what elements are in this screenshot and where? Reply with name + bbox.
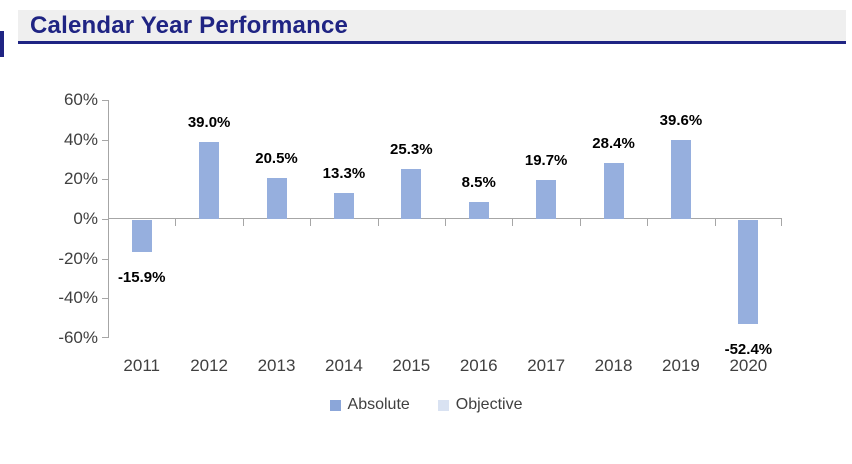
bar-column-2017: 19.7% bbox=[512, 100, 579, 338]
y-axis-tick bbox=[102, 179, 108, 180]
x-axis-label-2020: 2020 bbox=[729, 356, 768, 375]
bar-column-2016: 8.5% bbox=[445, 100, 512, 338]
y-axis-tick-label: 60% bbox=[63, 90, 98, 109]
bar-value-label: 8.5% bbox=[461, 174, 496, 191]
x-axis-label-2014: 2014 bbox=[325, 356, 363, 375]
y-axis-tick bbox=[102, 219, 108, 220]
x-axis-tick bbox=[310, 219, 311, 226]
chart-legend: Absolute Objective bbox=[0, 396, 852, 414]
bar-absolute-2020 bbox=[738, 220, 759, 324]
x-axis-tick bbox=[715, 219, 716, 226]
legend-item-objective: Objective bbox=[437, 396, 523, 414]
legend-item-absolute: Absolute bbox=[329, 396, 410, 414]
y-axis-tick-label: 40% bbox=[63, 130, 98, 149]
bar-absolute-2011 bbox=[131, 220, 152, 252]
bar-value-label: -52.4% bbox=[724, 341, 773, 358]
y-axis-tick-label: 0% bbox=[73, 209, 98, 228]
y-axis-tick bbox=[102, 337, 108, 338]
y-axis-tick-label: -20% bbox=[58, 249, 98, 268]
page-edge-mark bbox=[0, 31, 4, 57]
page-title: Calendar Year Performance bbox=[30, 11, 349, 39]
x-axis-tick bbox=[175, 219, 176, 226]
bar-value-label: 39.0% bbox=[187, 114, 231, 131]
bar-absolute-2016 bbox=[468, 202, 489, 219]
x-axis-tick bbox=[445, 219, 446, 226]
bar-absolute-2015 bbox=[401, 169, 422, 219]
bar-columns: -15.9% 39.0% 20.5% 13.3% 25.3% 8.5% 19.7% 28.4%… bbox=[108, 100, 782, 358]
bar-column-2011: -15.9% bbox=[108, 100, 175, 338]
x-axis-label-2017: 2017 bbox=[527, 356, 566, 375]
y-axis-tick bbox=[102, 100, 108, 101]
bar-value-label: 39.6% bbox=[659, 112, 703, 129]
y-axis-tick bbox=[102, 259, 108, 260]
x-axis-tick bbox=[781, 219, 782, 226]
y-axis-tick-label: -60% bbox=[58, 328, 98, 347]
bar-value-label: 25.3% bbox=[390, 141, 433, 158]
y-axis-tick bbox=[102, 140, 108, 141]
bar-value-label: 19.7% bbox=[524, 152, 568, 169]
legend-swatch-icon bbox=[329, 399, 341, 411]
x-axis-label-2011: 2011 bbox=[123, 356, 160, 375]
y-axis-tick bbox=[102, 298, 108, 299]
x-axis-zero-line bbox=[108, 218, 782, 219]
x-axis-label-2016: 2016 bbox=[459, 356, 498, 375]
x-axis-tick bbox=[243, 219, 244, 226]
x-axis-tick bbox=[512, 219, 513, 226]
legend-label: Absolute bbox=[347, 396, 410, 413]
x-axis-tick bbox=[580, 219, 581, 226]
bar-absolute-2012 bbox=[199, 142, 220, 219]
x-axis-label-2012: 2012 bbox=[190, 356, 229, 375]
x-axis-label-2013: 2013 bbox=[257, 356, 296, 375]
bar-absolute-2019 bbox=[670, 140, 691, 219]
bar-absolute-2013 bbox=[266, 178, 287, 219]
calendar-year-performance-chart: -15.9% 39.0% 20.5% 13.3% 25.3% 8.5% 19.7% 28.4%… bbox=[0, 60, 852, 464]
x-axis-label-2019: 2019 bbox=[662, 356, 700, 375]
x-axis-label-2015: 2015 bbox=[392, 356, 431, 375]
x-axis-tick bbox=[647, 219, 648, 226]
bar-column-2014: 13.3% bbox=[310, 100, 377, 338]
bar-absolute-2014 bbox=[333, 193, 354, 219]
y-axis-tick-label: 20% bbox=[63, 169, 98, 188]
bar-value-label: 13.3% bbox=[322, 165, 366, 182]
bar-value-label: 20.5% bbox=[255, 150, 298, 167]
y-axis-line bbox=[108, 100, 109, 338]
bar-absolute-2017 bbox=[536, 180, 557, 219]
bar-column-2012: 39.0% bbox=[175, 100, 242, 338]
bar-absolute-2018 bbox=[603, 163, 624, 219]
bar-column-2018: 28.4% bbox=[580, 100, 647, 338]
legend-swatch-icon bbox=[437, 399, 449, 411]
x-axis-label-2018: 2018 bbox=[594, 356, 633, 375]
y-axis-tick-label: -40% bbox=[58, 288, 98, 307]
bar-column-2019: 39.6% bbox=[647, 100, 714, 338]
plot-area: -15.9% 39.0% 20.5% 13.3% 25.3% 8.5% 19.7% 28.4%… bbox=[102, 100, 782, 358]
bar-column-2013: 20.5% bbox=[243, 100, 310, 338]
x-axis-tick bbox=[378, 219, 379, 226]
x-axis-labels: 2011 2012 2013 2014 2015 2016 2017 2018 2019 2020 bbox=[108, 356, 782, 376]
bar-value-label: -15.9% bbox=[117, 269, 166, 286]
legend-label: Objective bbox=[455, 396, 523, 413]
bar-value-label: 28.4% bbox=[592, 135, 635, 152]
bar-column-2020: -52.4% bbox=[715, 100, 782, 358]
section-header: Calendar Year Performance bbox=[18, 10, 846, 44]
bar-column-2015: 25.3% bbox=[378, 100, 445, 338]
